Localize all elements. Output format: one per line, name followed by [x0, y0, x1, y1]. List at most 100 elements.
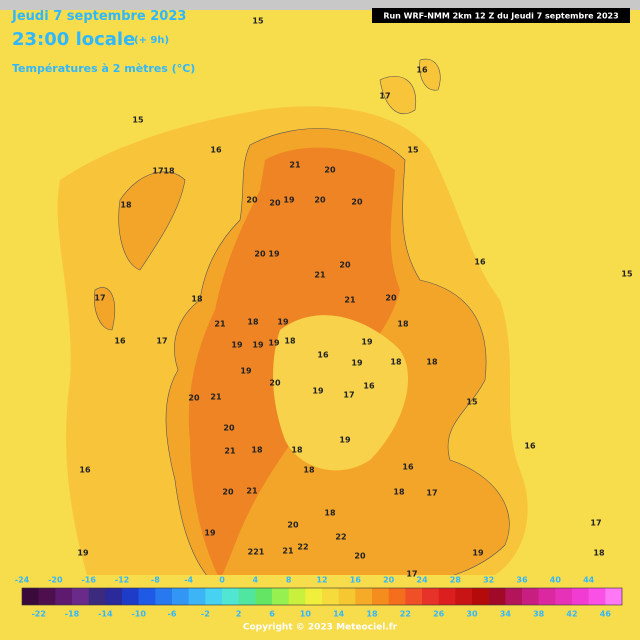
temperature-label: 15	[466, 398, 478, 407]
color-swatch	[205, 588, 223, 605]
temperature-label: 19	[351, 359, 363, 368]
color-swatch	[472, 588, 489, 605]
colorbar-top-label: 8	[286, 576, 292, 585]
temperature-label: 20	[339, 261, 351, 270]
colorbar-top-label: -8	[151, 576, 160, 585]
color-swatch	[155, 588, 173, 605]
temperature-label: 19	[204, 529, 216, 538]
temperature-label: 16	[363, 382, 375, 391]
temperature-label: 17	[590, 519, 601, 528]
temperature-label: 21	[314, 271, 326, 280]
colorbar-top-label: 40	[550, 576, 562, 585]
temperature-label: 19	[231, 341, 243, 350]
color-swatch	[255, 588, 273, 605]
temperature-label: 16	[402, 463, 414, 472]
color-swatch	[188, 588, 206, 605]
island	[118, 171, 186, 271]
temperature-label: 17	[379, 92, 390, 101]
colorbar-top-label: -24	[15, 576, 30, 585]
color-swatch	[122, 588, 139, 605]
temperature-label: 18	[163, 167, 175, 176]
temperature-label: 19	[312, 387, 324, 396]
color-swatch	[105, 588, 123, 605]
temperature-label: 17	[406, 570, 417, 579]
temperature-label: 18	[284, 337, 296, 346]
temperature-label: 20	[351, 198, 363, 207]
colorbar-top-label: 20	[383, 576, 395, 585]
temperature-label: 16	[210, 146, 222, 155]
color-swatch	[272, 588, 289, 605]
island	[94, 287, 116, 331]
colorbar-top-label: 36	[516, 576, 528, 585]
temperature-label: 15	[407, 146, 419, 155]
color-swatch	[405, 588, 423, 605]
temperature-label: 18	[397, 320, 409, 329]
colorbar-bottom-label: 6	[269, 610, 275, 619]
color-swatch	[422, 588, 439, 605]
copyright: Copyright © 2023 Meteociel.fr	[243, 623, 398, 633]
time: 23:00 locale	[12, 29, 135, 50]
temperature-label: 16	[474, 258, 486, 267]
temperature-label: 18	[191, 295, 203, 304]
temperature-label: 20	[246, 196, 258, 205]
temperature-label: 17	[343, 391, 354, 400]
cooler-zone	[273, 315, 409, 471]
colorbar-bottom-label: -6	[168, 610, 177, 619]
temperature-label: 19	[240, 367, 252, 376]
temperature-label: 20	[385, 294, 397, 303]
temperature-label: 18	[120, 201, 132, 210]
color-swatch	[538, 588, 556, 605]
color-swatch	[322, 588, 339, 605]
colorbar-bottom-label: 14	[333, 610, 345, 619]
temperature-label: 18	[324, 509, 336, 518]
temperature-label: 18	[291, 446, 303, 455]
color-swatch	[372, 588, 389, 605]
temperature-label: 16	[114, 337, 126, 346]
temperature-label: 17	[156, 337, 167, 346]
color-swatch	[572, 588, 589, 605]
colorbar-top-label: 44	[583, 576, 595, 585]
temperature-label: 21	[246, 487, 258, 496]
temperature-label: 15	[621, 270, 633, 279]
temperature-label: 20	[223, 424, 235, 433]
date: Jeudi 7 septembre 2023	[11, 9, 186, 24]
colorbar-bottom-label: -10	[131, 610, 146, 619]
temperature-label: 20	[314, 196, 326, 205]
run-box	[372, 8, 630, 23]
colorbar-bottom-label: 46	[600, 610, 612, 619]
color-swatch	[355, 588, 373, 605]
color-swatch	[388, 588, 406, 605]
colorbar: -24 -20 -16 -12 -8 -4 0 4 8 12 16 20 24 28 32 36 40 44-22…	[15, 576, 623, 619]
color-swatch	[138, 588, 156, 605]
color-swatch	[455, 588, 473, 605]
colorbar-bottom-label: 18	[366, 610, 378, 619]
temperature-label: 18	[426, 358, 438, 367]
temperature-label: 18	[393, 488, 405, 497]
temperature-label: 21	[214, 320, 226, 329]
temperature-label: 15	[252, 17, 264, 26]
colorbar-bottom-label: 30	[466, 610, 478, 619]
temperature-label: 19	[283, 196, 295, 205]
colorbar-top-label: 32	[483, 576, 494, 585]
temperature-label: 15	[132, 116, 144, 125]
colorbar-top-label: -4	[184, 576, 193, 585]
colorbar-bottom-label: -18	[65, 610, 80, 619]
temperature-label: 21	[289, 161, 301, 170]
temperature-label: 18	[247, 318, 259, 327]
colorbar-bottom-label: 42	[566, 610, 577, 619]
color-swatch	[238, 588, 256, 605]
temperature-label: 18	[251, 446, 263, 455]
temperature-label: 20	[324, 166, 336, 175]
colorbar-top-label: -12	[115, 576, 129, 585]
temperature-label: 21	[224, 447, 236, 456]
temperature-label: 20	[269, 379, 281, 388]
island	[379, 75, 417, 115]
color-swatch	[22, 588, 39, 605]
temperature-label: 18	[593, 549, 605, 558]
color-swatch	[555, 588, 573, 605]
temperature-label: 20	[354, 552, 366, 561]
temperature-label: 21	[282, 547, 294, 556]
colorbar-bottom-label: 38	[533, 610, 545, 619]
temperature-label: 18	[390, 358, 402, 367]
